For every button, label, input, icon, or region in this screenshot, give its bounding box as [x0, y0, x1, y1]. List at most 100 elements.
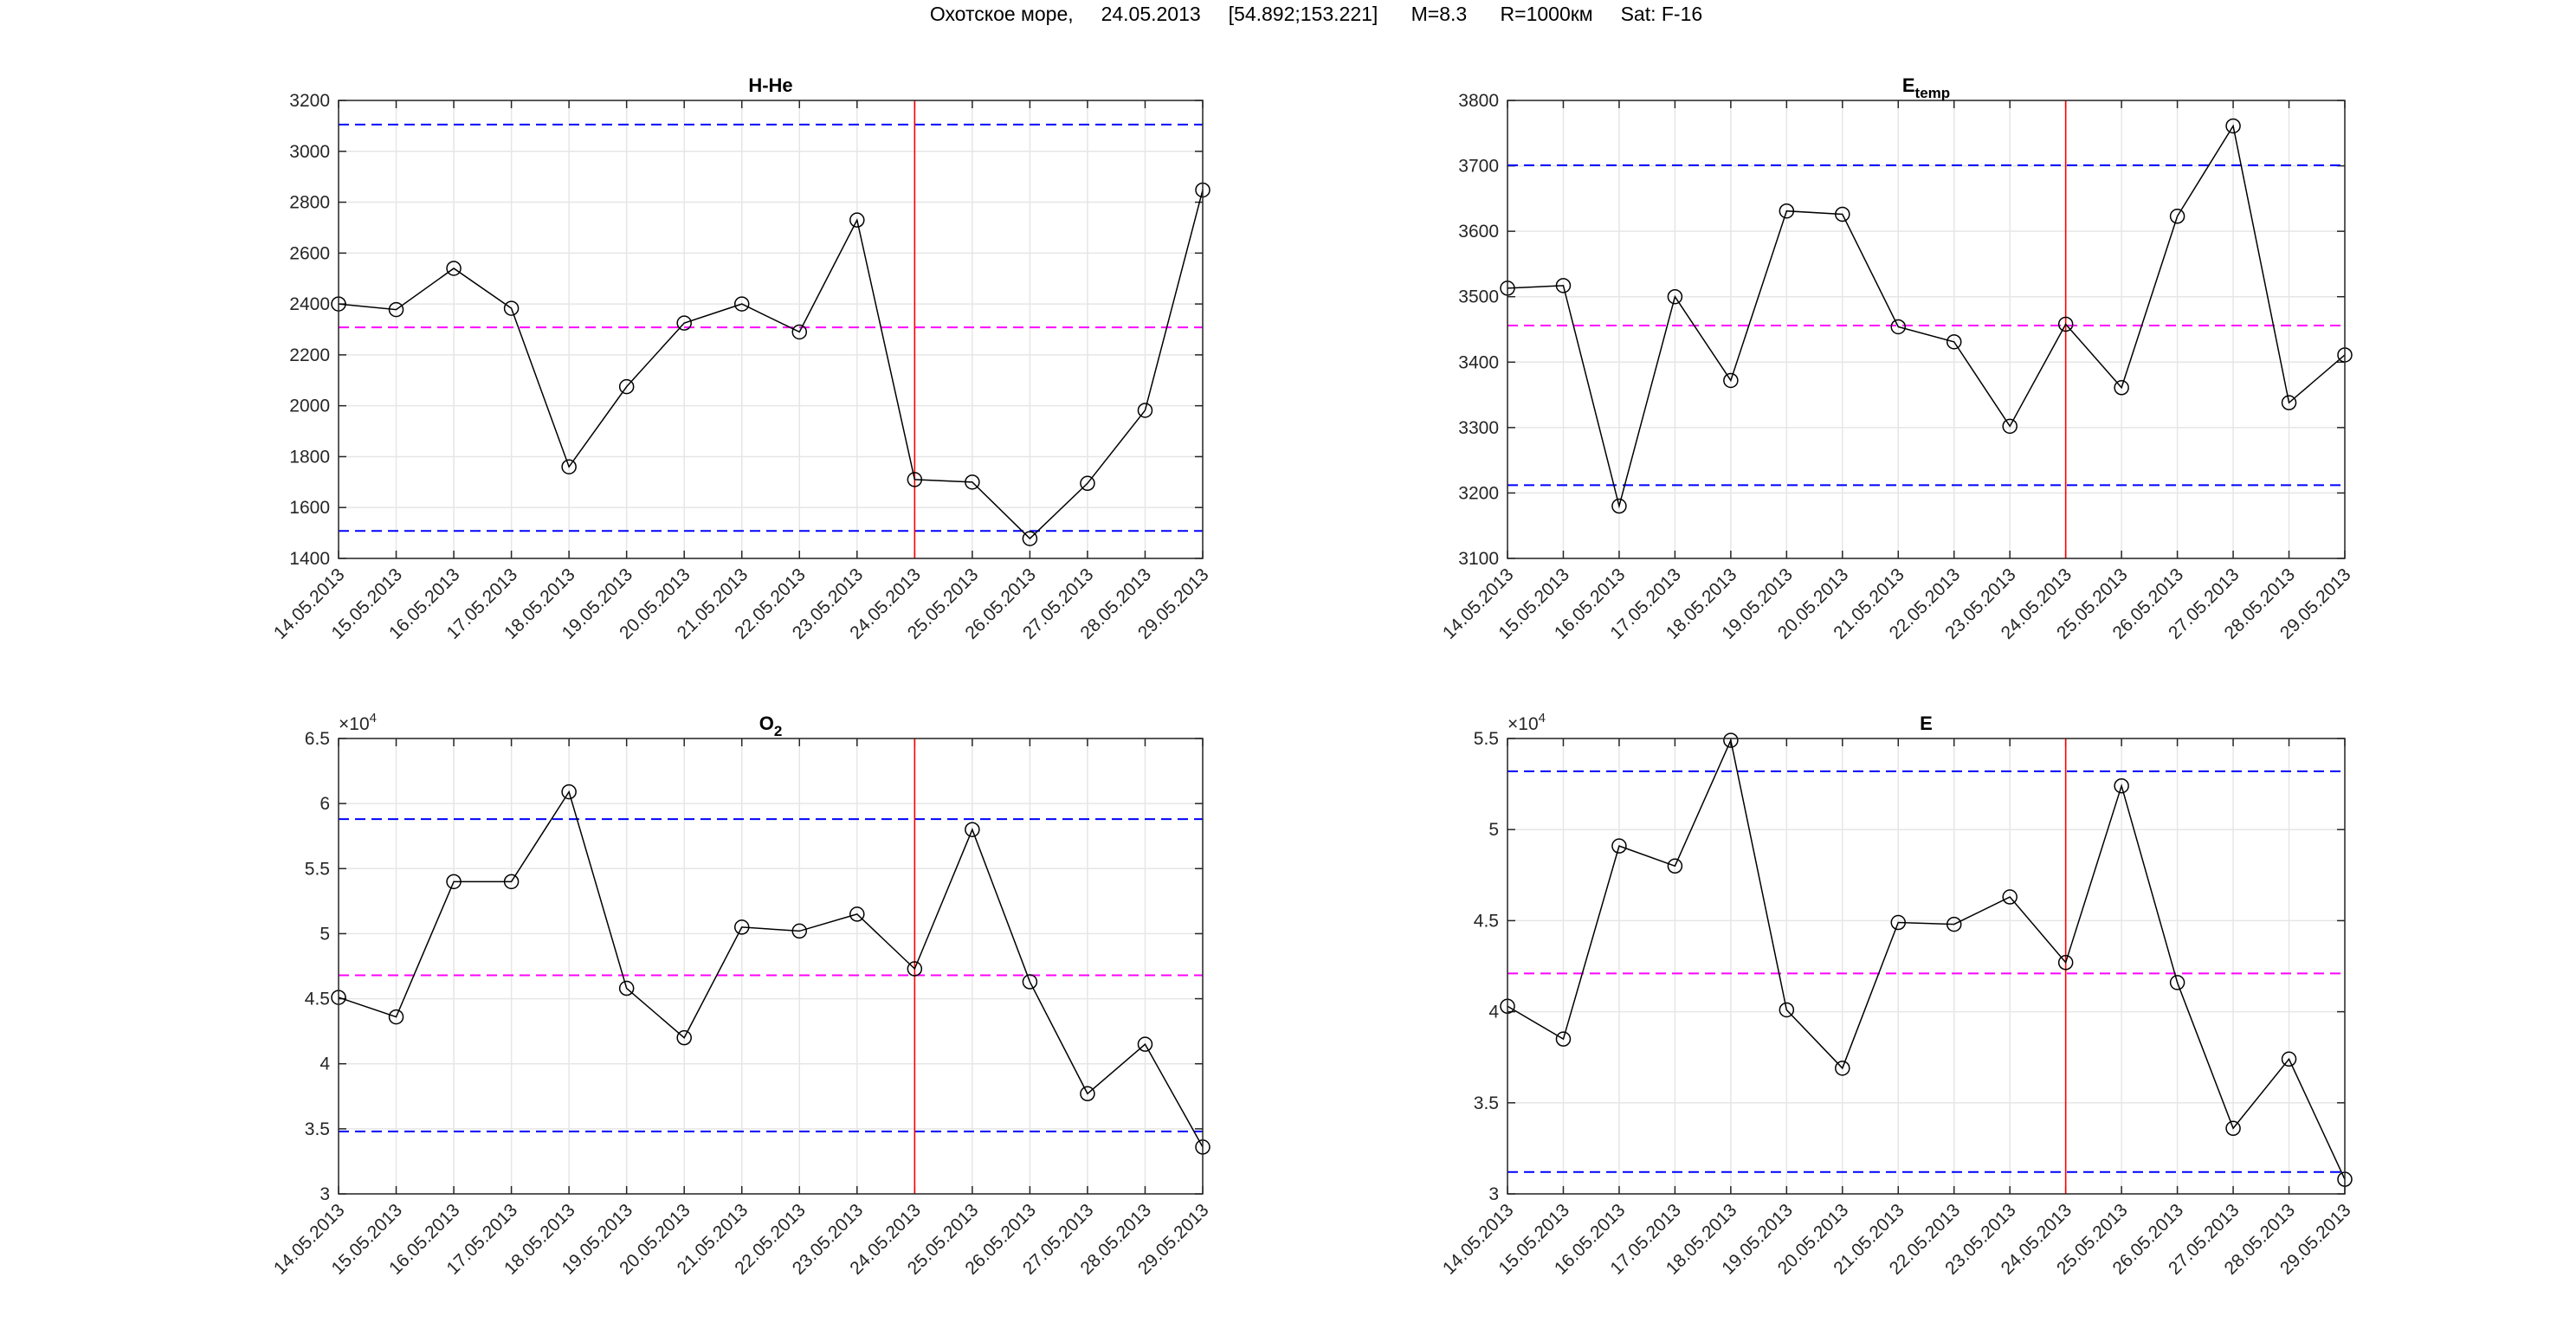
data-point: [618, 980, 635, 996]
axes-frame: [1507, 738, 2346, 1195]
y-tick-label: 3000: [289, 142, 330, 162]
chart-title-main: E: [1902, 74, 1915, 96]
plot-area: [1508, 738, 2345, 1194]
series-line: [338, 790, 1204, 1148]
figure-title: Охотское море, 24.05.2013 [54.892;153.22…: [930, 3, 1702, 25]
data-point: [1667, 858, 1683, 874]
chart-title-subscript: temp: [1915, 85, 1951, 101]
chart-title-subscript: 2: [774, 723, 782, 739]
data-point: [2225, 1120, 2241, 1137]
data-point: [676, 315, 692, 331]
chart-title: O2: [759, 713, 783, 739]
data-point: [1890, 319, 1907, 335]
data-point: [907, 961, 923, 977]
data-point: [1779, 1002, 1795, 1018]
y-tick-label: 1800: [289, 447, 330, 467]
chart-panel-1: 3100320033003400350036003700380014.05.20…: [1439, 74, 2355, 643]
y-tick-label: 5: [1488, 820, 1499, 840]
plot-area: [1508, 100, 2345, 558]
y-tick-label: 3300: [1458, 418, 1499, 438]
chart-title-main: O: [759, 713, 774, 734]
data-point: [1080, 475, 1095, 492]
data-point: [446, 261, 462, 276]
chart-title: H-He: [748, 74, 792, 96]
data-point: [1611, 498, 1627, 514]
data-point: [849, 212, 865, 228]
y-tick-label: 3200: [1458, 483, 1499, 503]
data-point: [1137, 1036, 1153, 1052]
y-tick-label: 2200: [289, 345, 330, 365]
data-point: [1555, 1031, 1572, 1047]
data-point: [388, 301, 404, 318]
data-point: [965, 474, 980, 490]
exponent-base: ×10: [1508, 714, 1539, 734]
data-point: [1137, 403, 1153, 418]
y-tick-label: 3500: [1458, 287, 1499, 307]
data-point: [676, 1029, 692, 1046]
data-point: [2057, 955, 2074, 971]
data-point: [388, 1009, 404, 1025]
data-point: [1022, 531, 1038, 546]
data-point: [1835, 1061, 1850, 1076]
data-point: [1835, 206, 1850, 222]
data-point: [1946, 334, 1962, 350]
y-tick-label: 1400: [289, 549, 330, 569]
data-point: [1779, 203, 1795, 219]
plot-area: [339, 100, 1203, 558]
y-tick-label: 4.5: [305, 990, 330, 1009]
data-point: [2169, 975, 2185, 990]
data-point: [965, 822, 980, 837]
y-tick-label: 4: [1488, 1003, 1499, 1022]
y-tick-label: 6.5: [305, 729, 330, 749]
y-tick-label: 3: [1488, 1184, 1499, 1204]
data-point: [1080, 1086, 1095, 1102]
chart-panel-3: 33.544.555.514.05.201315.05.201316.05.20…: [1439, 711, 2355, 1279]
chart-title-main: H-He: [748, 74, 792, 96]
data-point: [2169, 209, 2185, 224]
y-tick-label: 3700: [1458, 157, 1499, 177]
y-tick-label: 6: [320, 794, 330, 814]
chart-title: E: [1920, 713, 1933, 734]
chart-panel-0: 1400 1600 1800 2000 2200 2400 2600 2800 3000 3200…: [270, 74, 1213, 643]
data-point: [2281, 1051, 2297, 1067]
data-point: [2002, 889, 2018, 905]
exponent-power: 4: [1539, 711, 1546, 726]
data-point: [618, 378, 635, 395]
chart-title-main: E: [1920, 713, 1933, 734]
data-point: [561, 459, 577, 474]
data-point: [1946, 916, 1962, 932]
y-tick-label: 3.5: [1474, 1093, 1499, 1113]
y-tick-label: 3600: [1458, 222, 1499, 242]
axes-frame: [338, 738, 1204, 1195]
chart-title: Etemp: [1902, 74, 1950, 101]
y-tick-label: 5.5: [305, 859, 330, 879]
data-point: [907, 472, 923, 487]
data-point: [1723, 372, 1739, 389]
data-point: [791, 923, 808, 939]
data-point: [2281, 395, 2297, 410]
y-tick-label: 3400: [1458, 352, 1499, 372]
axes-frame: [338, 100, 1204, 559]
y-tick-label: 1600: [289, 498, 330, 518]
data-point: [1022, 974, 1038, 990]
y-tick-label: 2000: [289, 397, 330, 416]
y-tick-label: 2800: [289, 193, 330, 213]
y-exponent-label: ×104: [339, 711, 377, 734]
data-point: [733, 296, 750, 312]
data-point: [791, 324, 808, 340]
data-point: [849, 906, 865, 922]
plot-area: [339, 738, 1203, 1194]
y-tick-label: 3800: [1458, 91, 1499, 111]
data-point: [2114, 777, 2129, 794]
y-tick-label: 5.5: [1474, 729, 1499, 749]
exponent-power: 4: [370, 711, 377, 726]
data-point: [1611, 838, 1627, 854]
series-line: [1507, 124, 2346, 509]
data-point: [2225, 118, 2241, 134]
y-tick-label: 4: [320, 1054, 330, 1074]
y-tick-label: 3.5: [305, 1119, 330, 1139]
data-point: [1890, 914, 1907, 931]
series-line: [1507, 738, 2346, 1180]
chart-panel-2: 33.544.555.566.514.05.201315.05.201316.0…: [270, 711, 1213, 1279]
